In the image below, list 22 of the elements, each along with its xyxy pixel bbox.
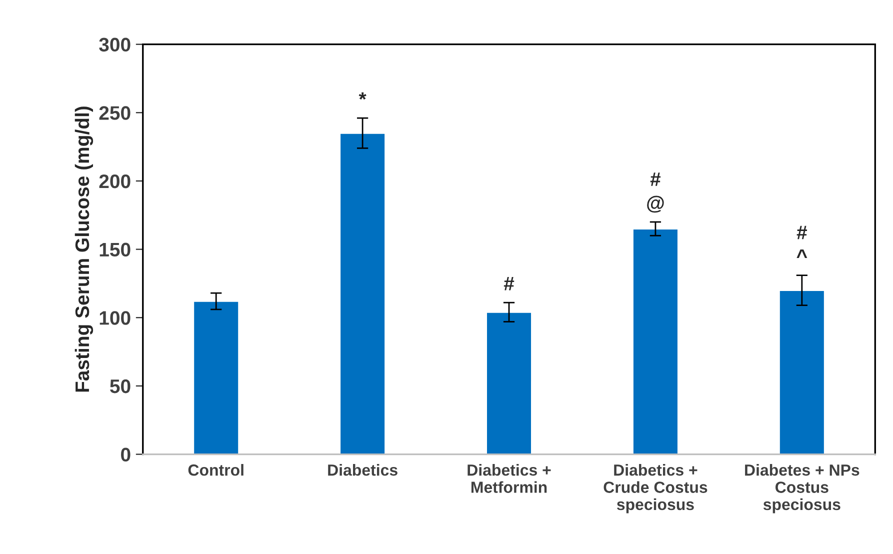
- y-tick-label: 0: [121, 448, 130, 462]
- annotation: # ^: [796, 226, 808, 258]
- x-tick-label: Control: [188, 464, 244, 476]
- bar: [192, 300, 240, 454]
- y-tick-label: 150: [100, 242, 130, 257]
- x-tick-label: Diabetes + NPs Costus speciosus: [745, 464, 860, 514]
- annotation: # @: [647, 172, 664, 213]
- bar: [339, 132, 386, 454]
- y-tick-label: 250: [99, 106, 130, 120]
- bar: [486, 311, 532, 454]
- x-tick-label: Diabetics + Crude Costus speciosus: [604, 464, 708, 514]
- bar: [632, 228, 679, 454]
- bar: [778, 290, 826, 454]
- annotation: *: [358, 92, 366, 100]
- y-tick-label: 100: [100, 311, 130, 325]
- x-tick-label: Diabetics + Metformin: [468, 464, 551, 493]
- y-tick-label: 300: [99, 38, 130, 52]
- x-tick-label: Diabetics: [328, 464, 398, 476]
- y-tick-label: 200: [99, 174, 130, 188]
- y-tick-label: 50: [110, 379, 130, 394]
- annotation: #: [504, 276, 514, 290]
- y-axis-title: Fasting Serum Glucose (mg/dl): [74, 106, 94, 392]
